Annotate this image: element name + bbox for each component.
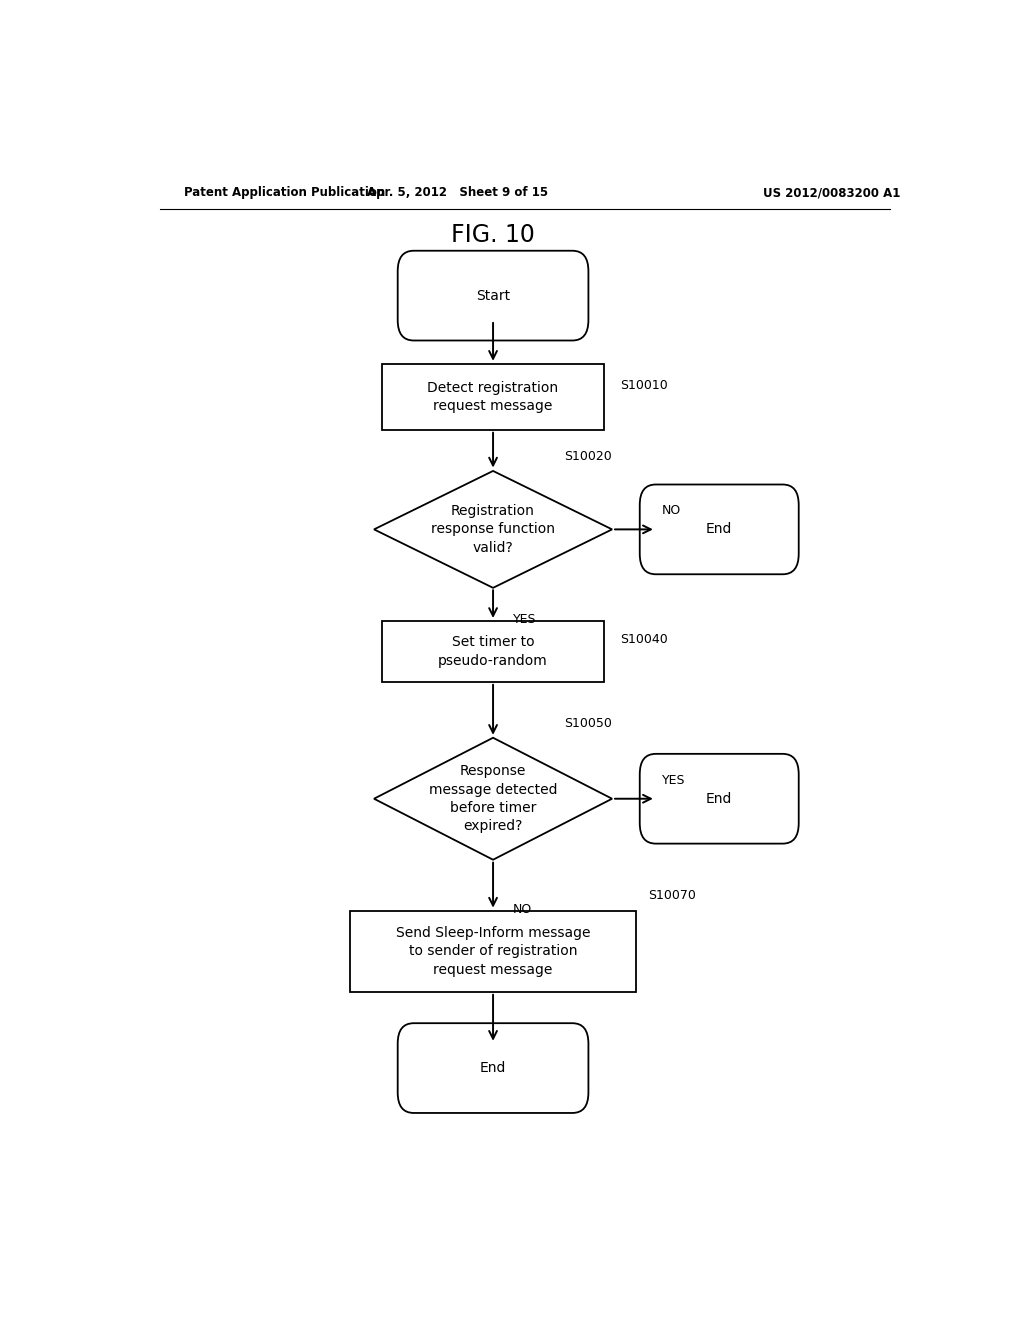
Text: Send Sleep-Inform message
to sender of registration
request message: Send Sleep-Inform message to sender of r… [396,925,590,977]
Text: Apr. 5, 2012   Sheet 9 of 15: Apr. 5, 2012 Sheet 9 of 15 [367,186,548,199]
Text: End: End [706,792,732,805]
FancyBboxPatch shape [397,251,589,341]
FancyBboxPatch shape [640,754,799,843]
Text: S10040: S10040 [620,634,668,647]
Text: Registration
response function
valid?: Registration response function valid? [431,504,555,554]
Text: End: End [480,1061,506,1074]
Text: NO: NO [513,903,532,916]
Polygon shape [374,738,612,859]
Text: Response
message detected
before timer
expired?: Response message detected before timer e… [429,764,557,833]
Text: Patent Application Publication: Patent Application Publication [183,186,385,199]
FancyBboxPatch shape [382,620,604,682]
Text: End: End [706,523,732,536]
FancyBboxPatch shape [350,911,636,991]
Text: S10020: S10020 [564,450,612,463]
Text: Detect registration
request message: Detect registration request message [427,381,559,413]
Text: YES: YES [663,774,686,787]
FancyBboxPatch shape [640,484,799,574]
FancyBboxPatch shape [397,1023,589,1113]
Text: Set timer to
pseudo-random: Set timer to pseudo-random [438,635,548,668]
Polygon shape [374,471,612,587]
Text: NO: NO [663,504,681,517]
Text: S10010: S10010 [620,379,668,392]
Text: FIG. 10: FIG. 10 [452,223,535,247]
Text: Start: Start [476,289,510,302]
FancyBboxPatch shape [382,364,604,430]
Text: US 2012/0083200 A1: US 2012/0083200 A1 [763,186,900,199]
Text: S10070: S10070 [648,890,695,903]
Text: S10050: S10050 [564,717,612,730]
Text: YES: YES [513,612,537,626]
